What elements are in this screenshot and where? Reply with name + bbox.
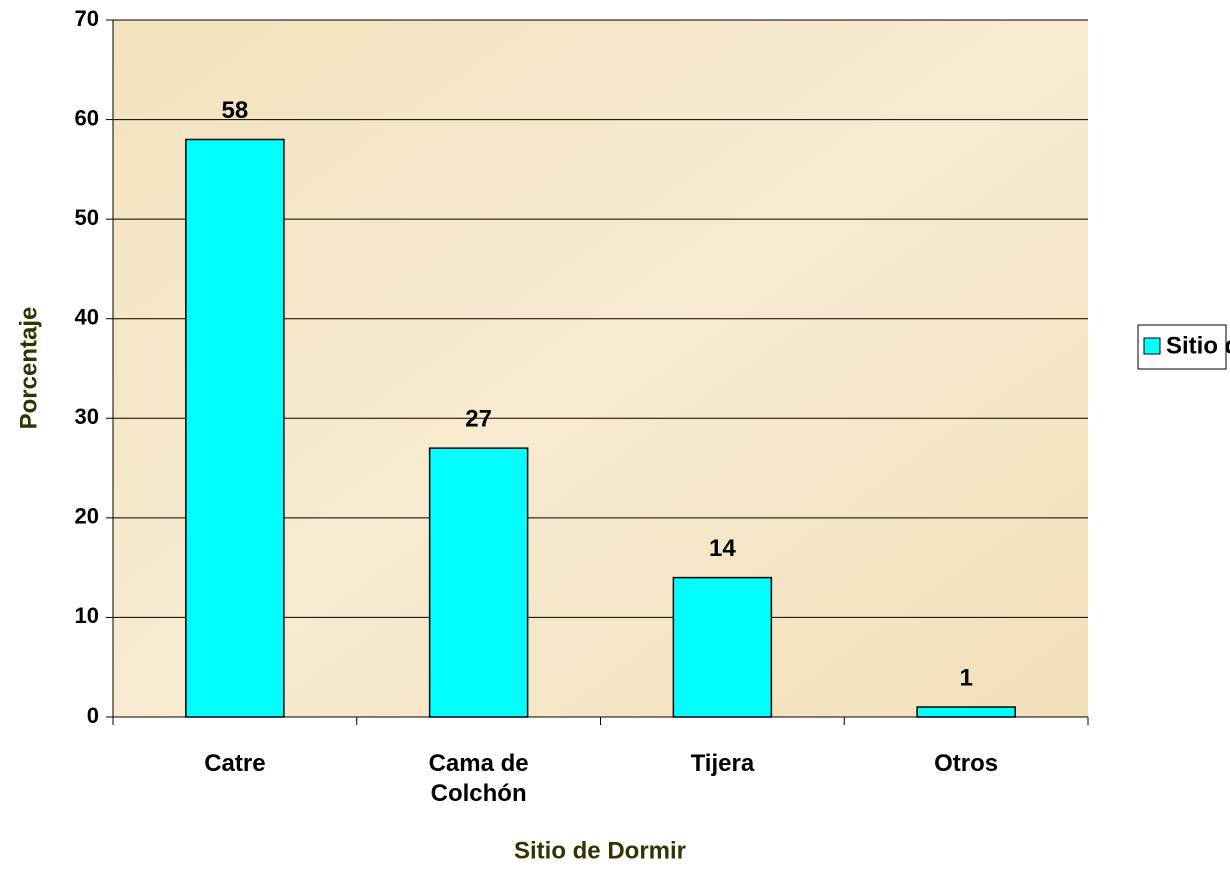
y-tick-label: 40 (75, 305, 99, 330)
bar (428, 447, 529, 718)
y-tick-label: 20 (75, 504, 99, 529)
y-tick-label: 0 (87, 703, 99, 728)
y-tick-label: 50 (75, 205, 99, 230)
y-tick-label: 60 (75, 105, 99, 130)
y-tick-label: 30 (75, 404, 99, 429)
x-tick-label: Catre (204, 750, 266, 777)
x-tick-label: Otros (934, 750, 999, 777)
y-tick-label: 70 (75, 6, 99, 31)
x-axis-label: Sitio de Dormir (514, 837, 686, 864)
legend-swatch (1143, 337, 1161, 355)
data-label: 27 (465, 406, 492, 433)
bar (672, 576, 773, 718)
x-tick-label: Cama de Colchón (428, 750, 529, 807)
y-axis-label: Porcentaje (15, 307, 42, 430)
data-label: 14 (709, 535, 736, 562)
bar (185, 138, 285, 718)
legend-label: Sitio de Dormir (1166, 332, 1230, 359)
data-label: 1 (959, 664, 972, 691)
bar (916, 706, 1016, 718)
x-tick-label: Tijera (690, 750, 755, 777)
y-tick-label: 10 (75, 603, 99, 628)
data-label: 58 (222, 97, 249, 124)
